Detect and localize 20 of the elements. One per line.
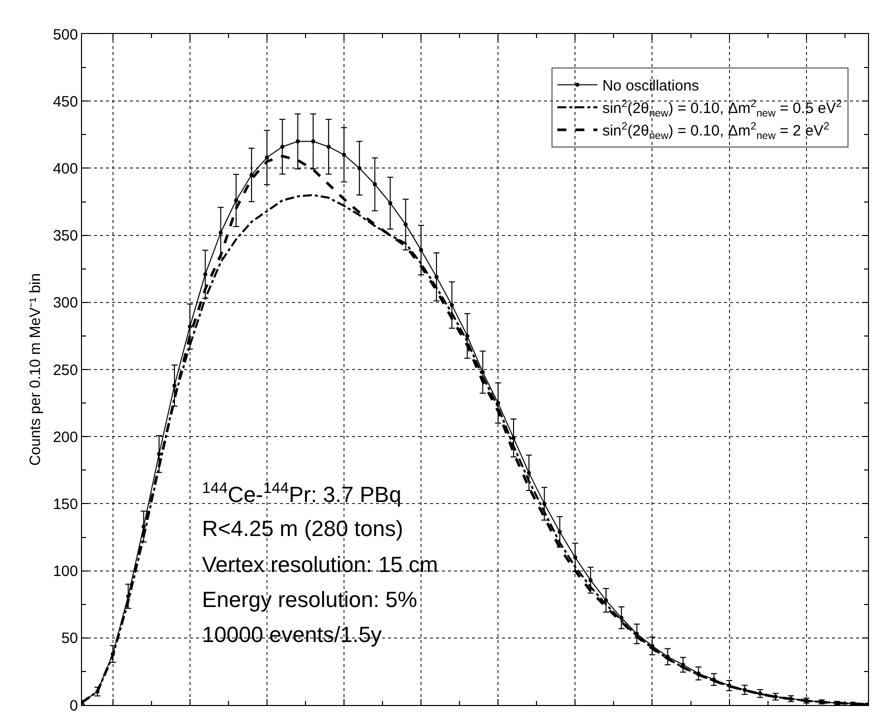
text: sin$^{2}$(2θ$_{new}$) = 0.10, Δm$^{2}$$_{new}$ = 2 eV$^{2}$ bbox=[602, 120, 830, 142]
y-tick-label: 450 bbox=[52, 93, 78, 110]
y-tick-label: 300 bbox=[52, 294, 78, 312]
y-tick-label: 200 bbox=[52, 428, 78, 446]
annotation: Vertex resolution: 15 cm bbox=[202, 552, 438, 577]
y-tick-label: 250 bbox=[52, 362, 78, 379]
y-axis-title: Counts per 0.10 m MeV⁻¹ bin bbox=[27, 273, 44, 466]
y-tick-label: 150 bbox=[52, 496, 78, 513]
y-tick-label: 500 bbox=[52, 26, 78, 44]
y-tick-label: 350 bbox=[52, 228, 78, 245]
y-tick-label: 100 bbox=[52, 563, 78, 580]
annotation: R<4.25 m (280 tons) bbox=[202, 516, 404, 541]
annotation: $^{144}$Ce-$^{144}$Pr: 3.7 PBq bbox=[202, 480, 402, 508]
annotation: Energy resolution: 5% bbox=[202, 587, 418, 612]
y-tick-label: 0 bbox=[70, 697, 78, 714]
y-tick-label: 50 bbox=[61, 630, 78, 648]
annotation: 10000 events/1.5y bbox=[202, 622, 382, 647]
text: sin$^{2}$(2θ$_{new}$) = 0.10, Δm$^{2}$$_{new}$ = 0.5 eV$^{2}$ bbox=[602, 98, 842, 120]
legend-label: No oscillations bbox=[602, 78, 700, 95]
y-tick-label: 400 bbox=[52, 160, 78, 178]
